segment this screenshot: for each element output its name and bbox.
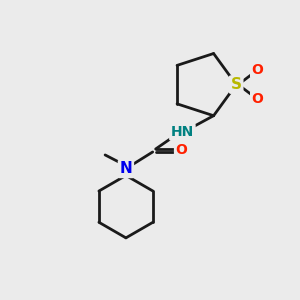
Text: N: N: [119, 161, 132, 176]
Text: O: O: [176, 143, 188, 158]
Text: S: S: [231, 77, 242, 92]
Text: HN: HN: [171, 125, 194, 139]
Text: O: O: [252, 92, 263, 106]
Text: O: O: [252, 63, 263, 77]
